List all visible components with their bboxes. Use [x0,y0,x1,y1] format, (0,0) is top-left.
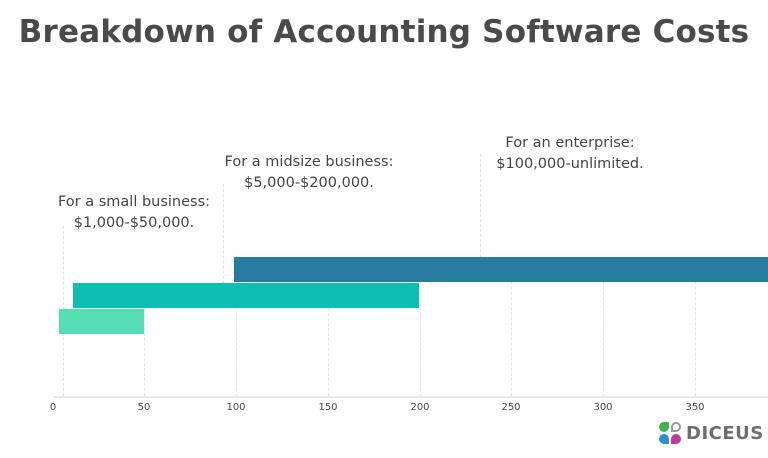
annotation-midsize: For a midsize business: $5,000-$200,000. [225,152,394,194]
x-tick-label: 0 [49,402,57,413]
annotation-enterprise: For an enterprise: $100,000-unlimited. [496,133,643,175]
gridline-250 [511,282,512,396]
gridline-300 [603,282,604,396]
bar-midsize [73,283,419,308]
x-tick-label: 50 [137,402,151,413]
bar-small [59,309,144,334]
annotation-small-value: $1,000-$50,000. [73,215,195,231]
annotation-enterprise-value: $100,000-unlimited. [496,156,644,172]
annotation-midsize-value: $5,000-$200,000. [244,175,374,191]
x-tick-label: 150 [318,402,338,413]
gridline-150 [328,308,329,396]
x-tick-label: 300 [593,402,613,413]
brand-logo-text: DICEUS [686,422,764,444]
x-tick-label: 350 [685,402,705,413]
gridline-100 [236,282,237,396]
four-petal-clover-icon [659,422,681,444]
annotation-enterprise-label: For an enterprise: [505,135,635,151]
x-tick-label: 200 [410,402,430,413]
annotation-small: For a small business: $1,000-$50,000. [58,192,210,234]
chart-title: Breakdown of Accounting Software Costs [18,14,750,50]
gridline-350 [695,282,696,396]
annotation-line-enterprise [480,154,481,257]
annotation-small-label: For a small business: [57,194,211,210]
gridline-200 [420,282,421,396]
x-axis-line [53,396,768,398]
bar-enterprise [234,257,768,282]
x-tick-label: 100 [226,402,246,413]
annotation-midsize-label: For a midsize business: [224,154,394,170]
gridline-50 [144,308,145,396]
x-tick-label: 250 [501,402,521,413]
annotation-line-midsize [223,184,224,284]
brand-logo: DICEUS [659,422,764,444]
